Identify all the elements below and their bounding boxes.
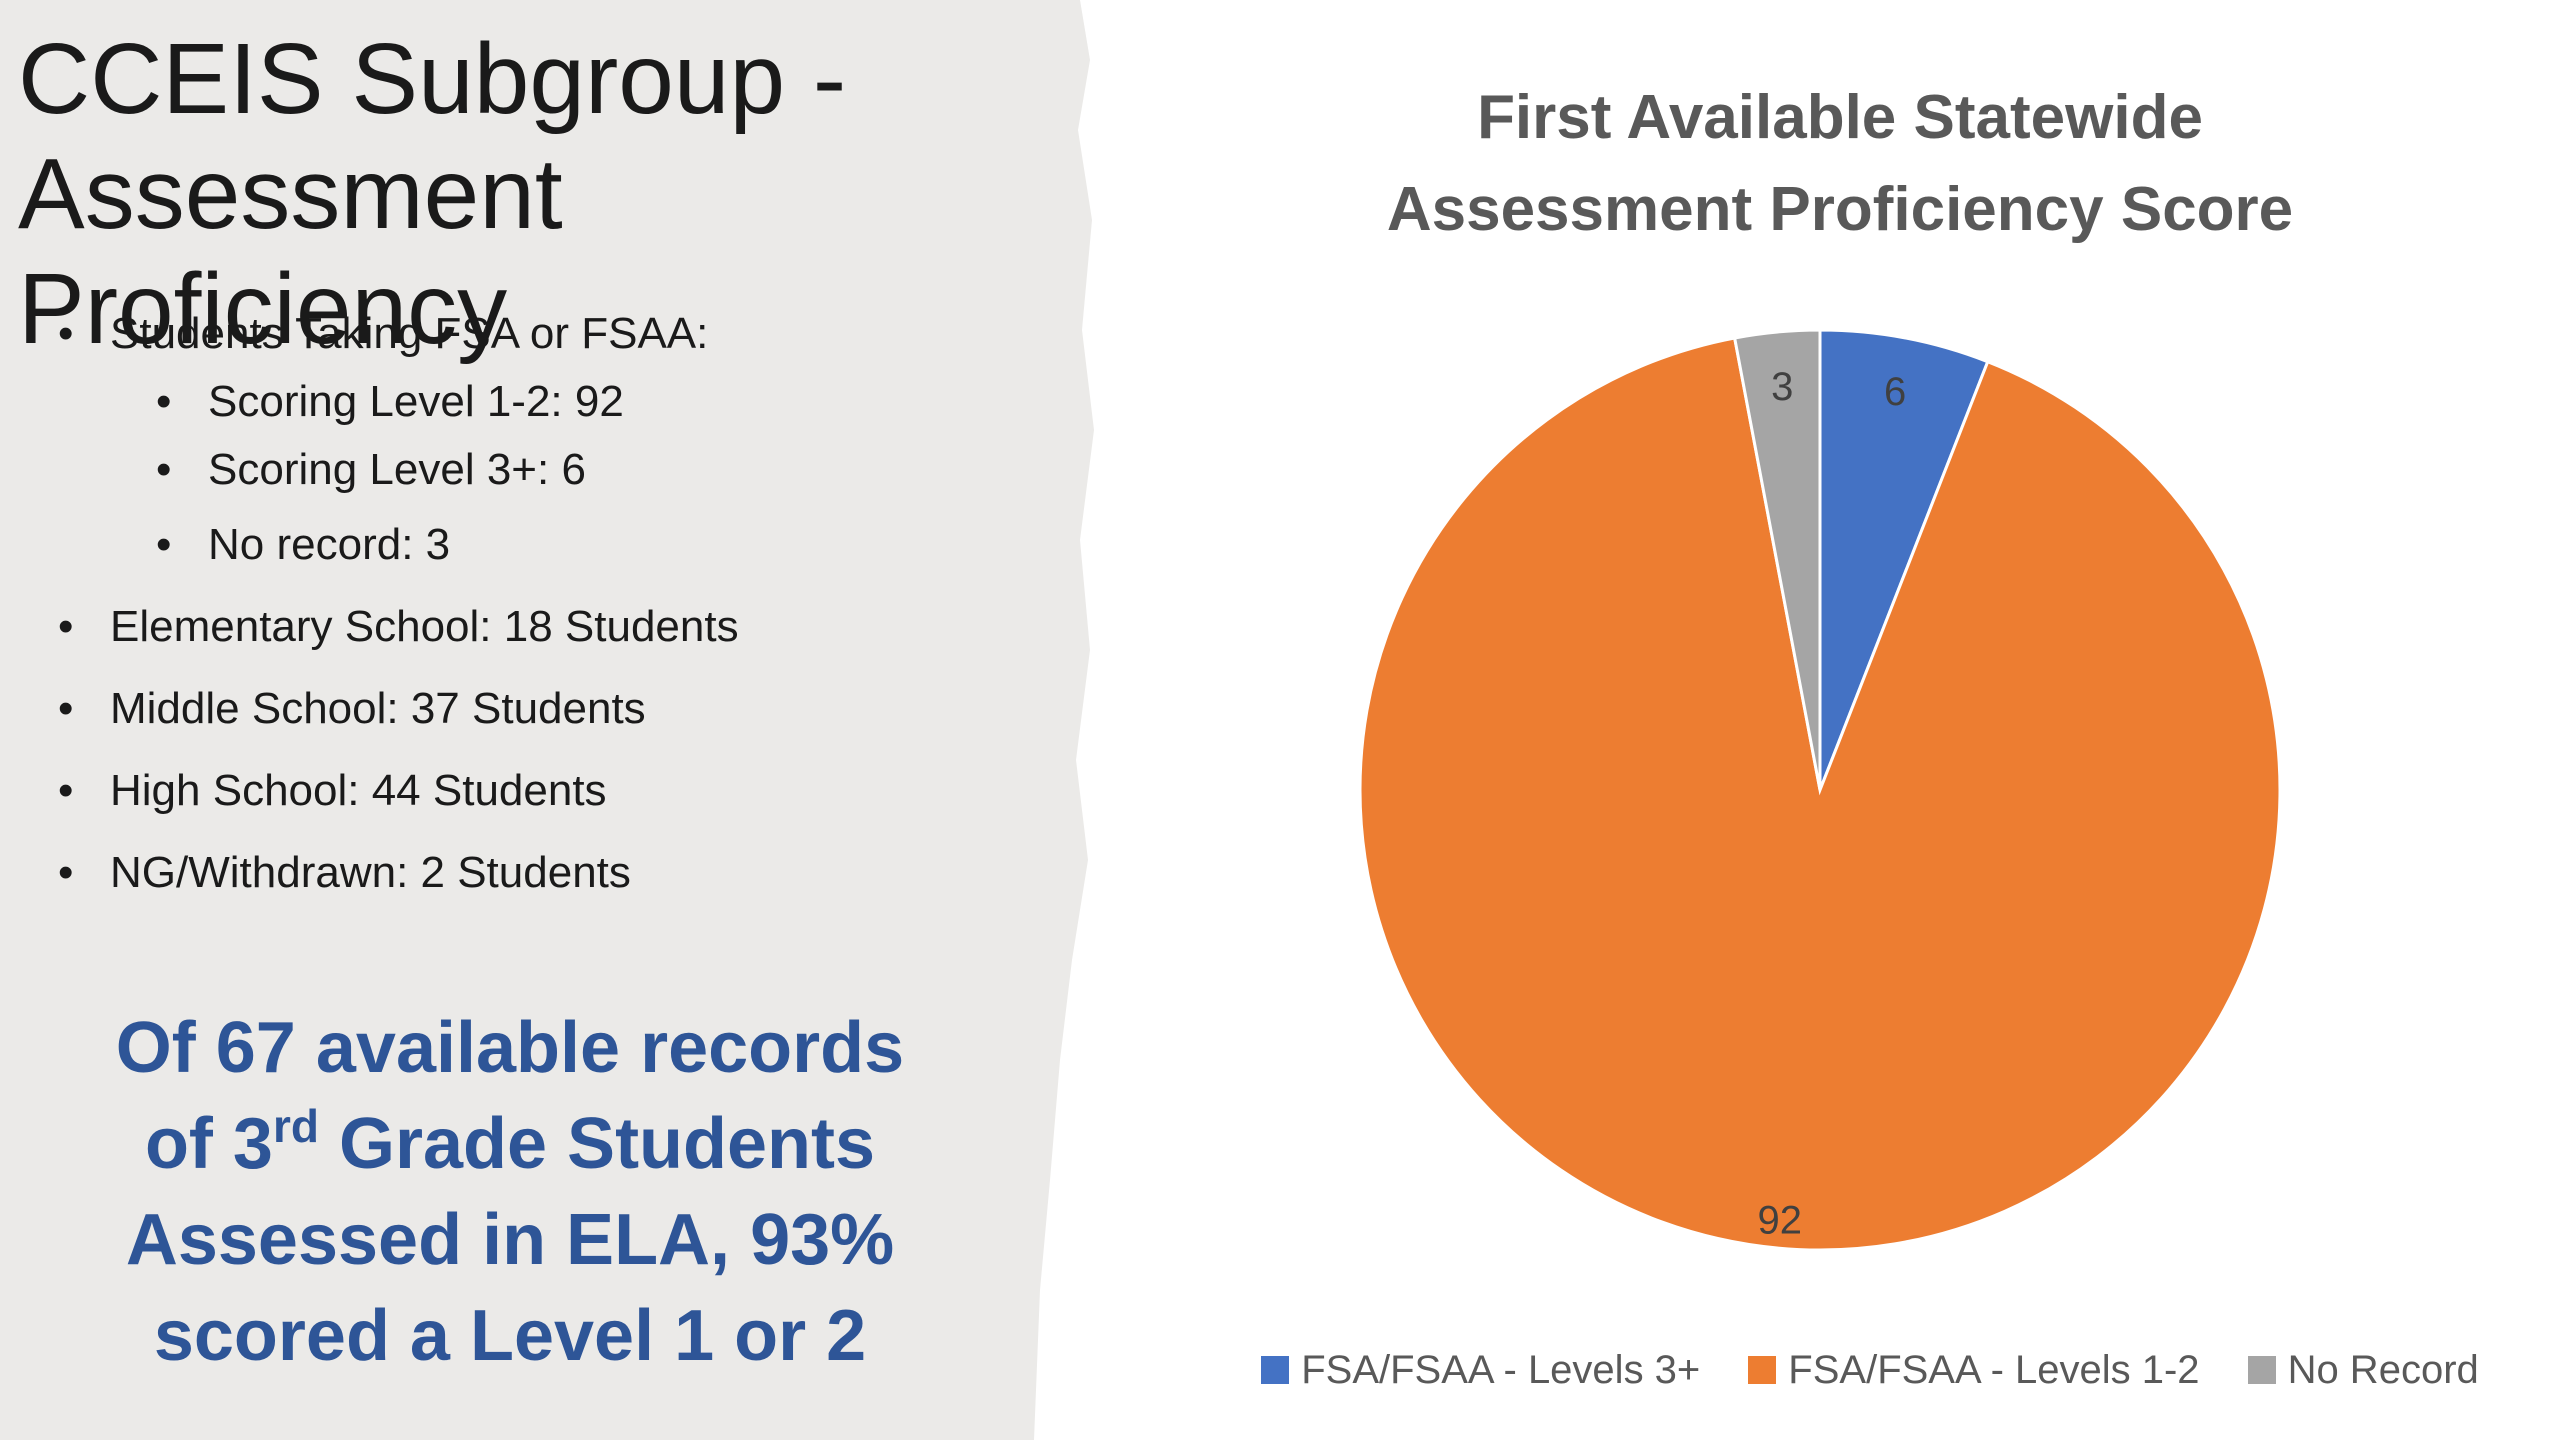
bullet-level-1-2: Scoring Level 1-2: 92 xyxy=(58,368,1058,436)
legend-swatch xyxy=(1261,1356,1290,1384)
bullet-elementary: Elementary School: 18 Students xyxy=(58,586,1058,668)
chart-title-line: First Available Statewide xyxy=(1477,83,2203,152)
legend-item: FSA/FSAA - Levels 3+ xyxy=(1261,1348,1700,1393)
legend-label: FSA/FSAA - Levels 3+ xyxy=(1301,1347,1701,1392)
legend-swatch xyxy=(2247,1356,2276,1384)
pie-chart: 6 92 3 xyxy=(1358,328,2282,1252)
bullet-students-taking: Students Taking FSA or FSAA: xyxy=(58,300,1058,368)
legend-item: FSA/FSAA - Levels 1-2 xyxy=(1748,1347,2200,1393)
bullet-no-record: No record: 3 xyxy=(58,504,1058,586)
slice-data-label: 92 xyxy=(1757,1199,1802,1243)
chart-legend: FSA/FSAA - Levels 3+ FSA/FSAA - Levels 1-… xyxy=(1180,1340,2560,1400)
bullet-middle: Middle School: 37 Students xyxy=(58,668,1058,750)
callout-superscript: rd xyxy=(272,1100,319,1152)
callout-line: of 3rd Grade Students xyxy=(40,1096,980,1192)
slice-data-label: 3 xyxy=(1771,365,1793,409)
pie-slice xyxy=(1358,336,2282,1252)
legend-label: No Record xyxy=(2287,1347,2479,1392)
slice-data-label: 6 xyxy=(1884,370,1906,414)
legend-label: FSA/FSAA - Levels 1-2 xyxy=(1788,1347,2200,1392)
callout-line: Assessed in ELA, 93% xyxy=(125,1200,895,1280)
chart-title-line: Assessment Proficiency Score xyxy=(1386,175,2294,244)
bullet-high: High School: 44 Students xyxy=(58,750,1058,832)
legend-swatch xyxy=(1748,1356,1777,1384)
callout-text: Grade Students xyxy=(318,1104,876,1184)
pie-slice xyxy=(1732,328,1822,791)
slide-title-line: CCEIS Subgroup - xyxy=(18,23,847,135)
callout-line: scored a Level 1 or 2 xyxy=(153,1296,867,1376)
bullet-level-3: Scoring Level 3+: 6 xyxy=(58,436,1058,504)
callout-text: of 3 xyxy=(144,1104,273,1184)
pie-slice xyxy=(1818,328,1990,791)
legend-item: No Record xyxy=(2247,1347,2479,1393)
callout-line: Of 67 available records xyxy=(115,1008,905,1088)
bullet-list: Students Taking FSA or FSAA: Scoring Lev… xyxy=(58,300,1058,914)
chart-title: First Available Statewide Assessment Pro… xyxy=(1280,72,2400,256)
summary-callout: Of 67 available records of 3rd Grade Stu… xyxy=(40,1000,980,1384)
bullet-withdrawn: NG/Withdrawn: 2 Students xyxy=(58,832,1058,914)
